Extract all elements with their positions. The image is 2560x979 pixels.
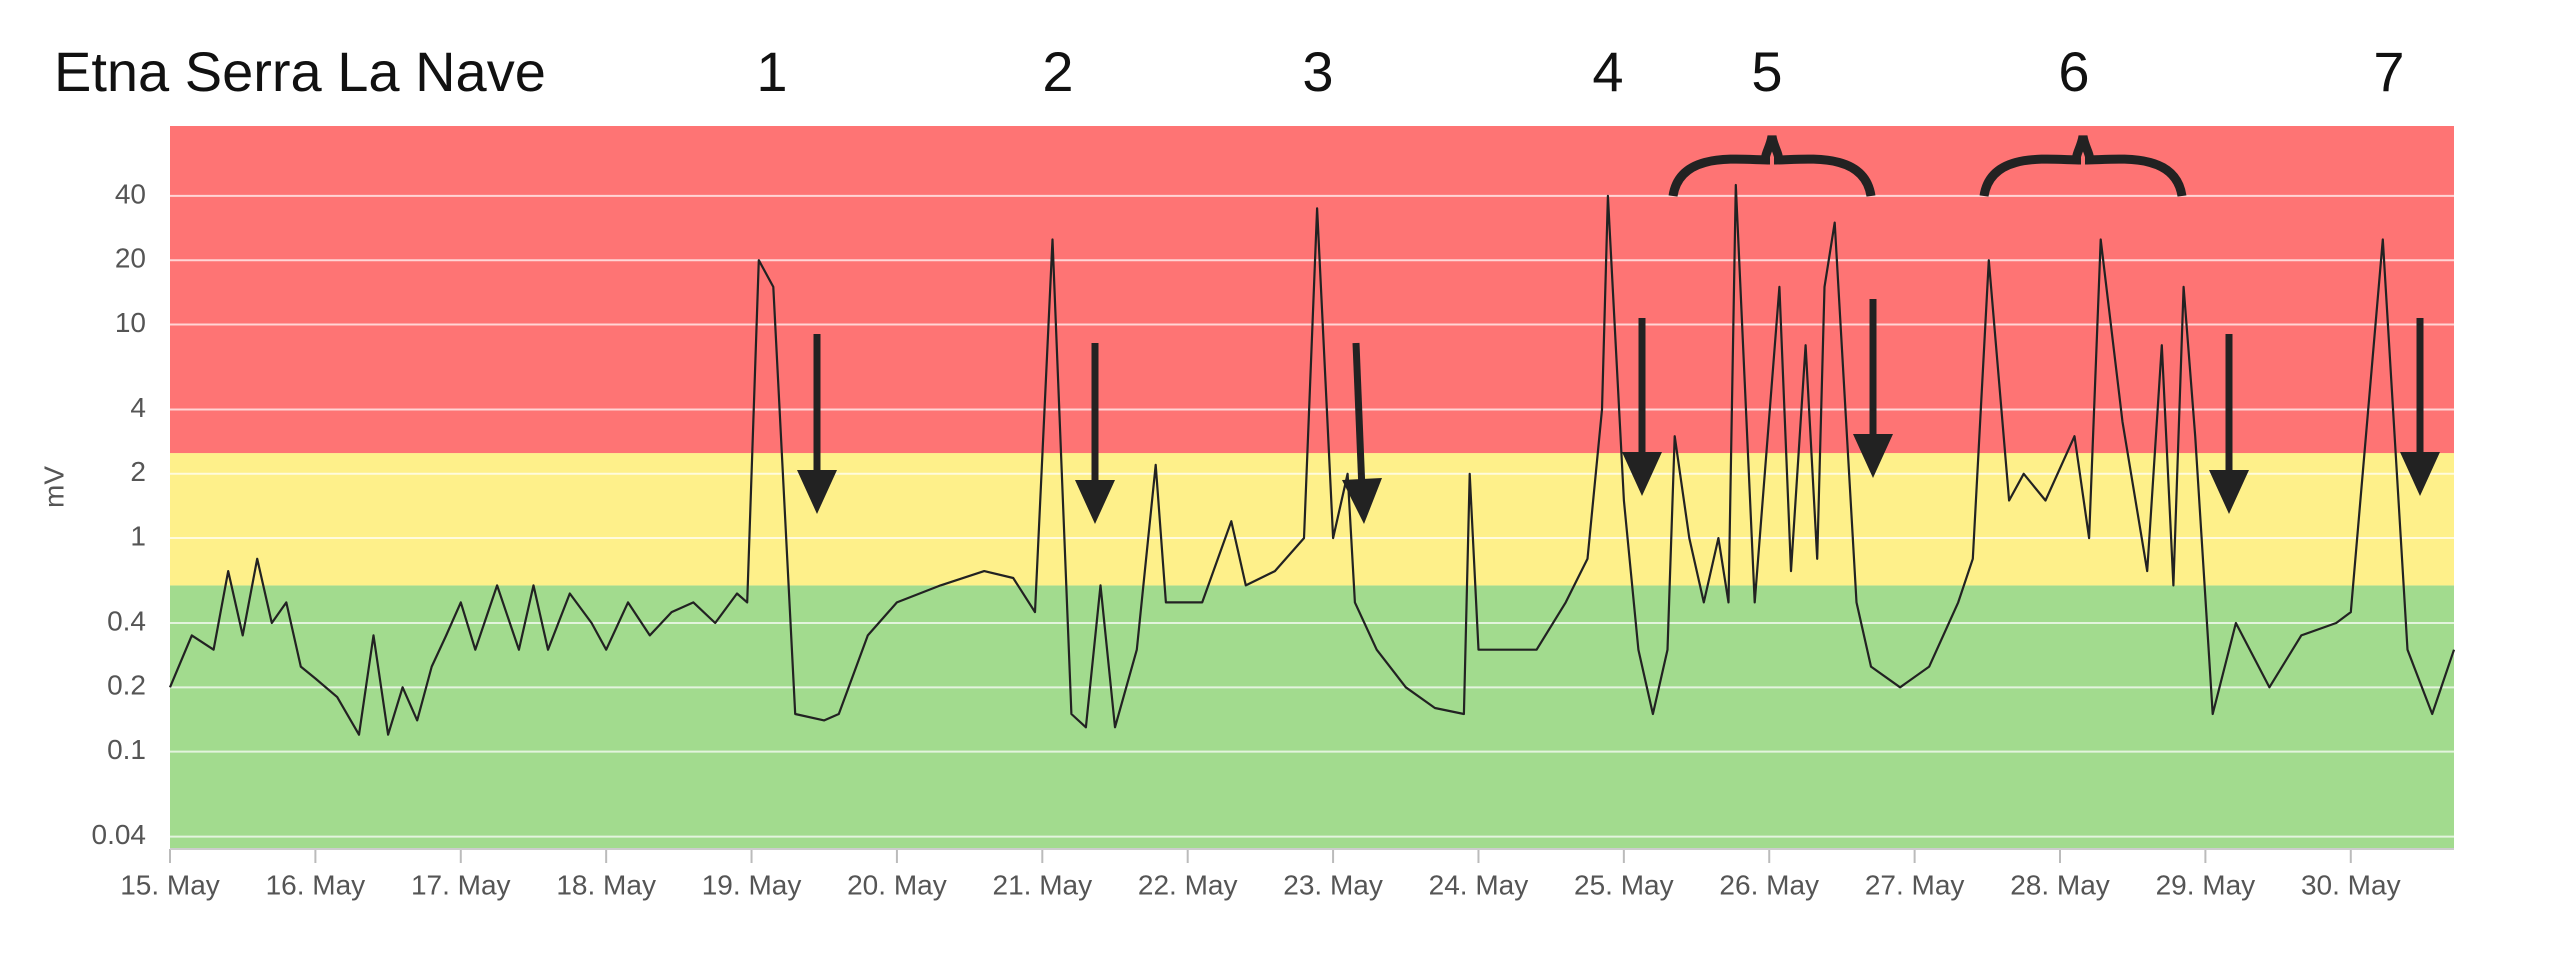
band-high	[170, 126, 2454, 454]
arrow	[797, 334, 837, 514]
episode-label: 4	[1592, 40, 1623, 103]
x-tick-label: 16. May	[266, 869, 366, 900]
y-tick-label: 20	[115, 243, 146, 274]
y-tick-label: 4	[130, 392, 146, 423]
y-tick-label: 0.04	[92, 819, 147, 850]
chart-title: Etna Serra La Nave	[54, 40, 546, 103]
arrow	[1342, 342, 1382, 524]
x-tick-label: 17. May	[411, 869, 511, 900]
x-tick-label: 30. May	[2301, 869, 2401, 900]
x-tick-label: 20. May	[847, 869, 947, 900]
arrow	[1622, 318, 1662, 496]
x-tick-label: 18. May	[556, 869, 656, 900]
data-line	[168, 183, 2456, 736]
episode-label: 7	[2373, 40, 2404, 103]
y-tick-label: 2	[130, 456, 146, 487]
annotation-shapes	[797, 135, 2440, 524]
x-tick-label: 26. May	[1719, 869, 1819, 900]
arrow	[1853, 299, 1893, 478]
x-tick-label: 15. May	[120, 869, 220, 900]
y-tick-label: 10	[115, 307, 146, 338]
brace	[1668, 135, 1876, 198]
y-tick-label: 1	[130, 520, 146, 551]
y-tick-label: 0.2	[107, 670, 146, 701]
x-tick-label: 24. May	[1429, 869, 1529, 900]
episode-label: 6	[2058, 40, 2089, 103]
episode-label: 1	[756, 40, 787, 103]
band-mid	[170, 453, 2454, 586]
y-axis-label: mV	[38, 466, 69, 508]
x-tick-label: 23. May	[1283, 869, 1383, 900]
arrow	[2209, 334, 2249, 514]
y-tick-label: 40	[115, 178, 146, 209]
episode-label: 2	[1042, 40, 1073, 103]
brace	[1979, 135, 2187, 198]
arrow	[2400, 318, 2440, 496]
y-tick-label: 0.1	[107, 734, 146, 765]
x-tick-label: 19. May	[702, 869, 802, 900]
x-tick-label: 22. May	[1138, 869, 1238, 900]
episode-label: 3	[1302, 40, 1333, 103]
x-tick-label: 21. May	[993, 869, 1093, 900]
arrow	[1075, 343, 1115, 524]
x-tick-label: 29. May	[2156, 869, 2256, 900]
y-tick-label: 0.4	[107, 605, 146, 636]
episode-label: 5	[1751, 40, 1782, 103]
x-tick-label: 25. May	[1574, 869, 1674, 900]
x-tick-label: 27. May	[1865, 869, 1965, 900]
plot-area: 0.04 0.1 0.2 0.4 1 2 4 10 20 40 15. May 16. May 17. …	[92, 126, 2456, 900]
x-tick-label: 28. May	[2010, 869, 2110, 900]
band-low	[170, 585, 2454, 849]
